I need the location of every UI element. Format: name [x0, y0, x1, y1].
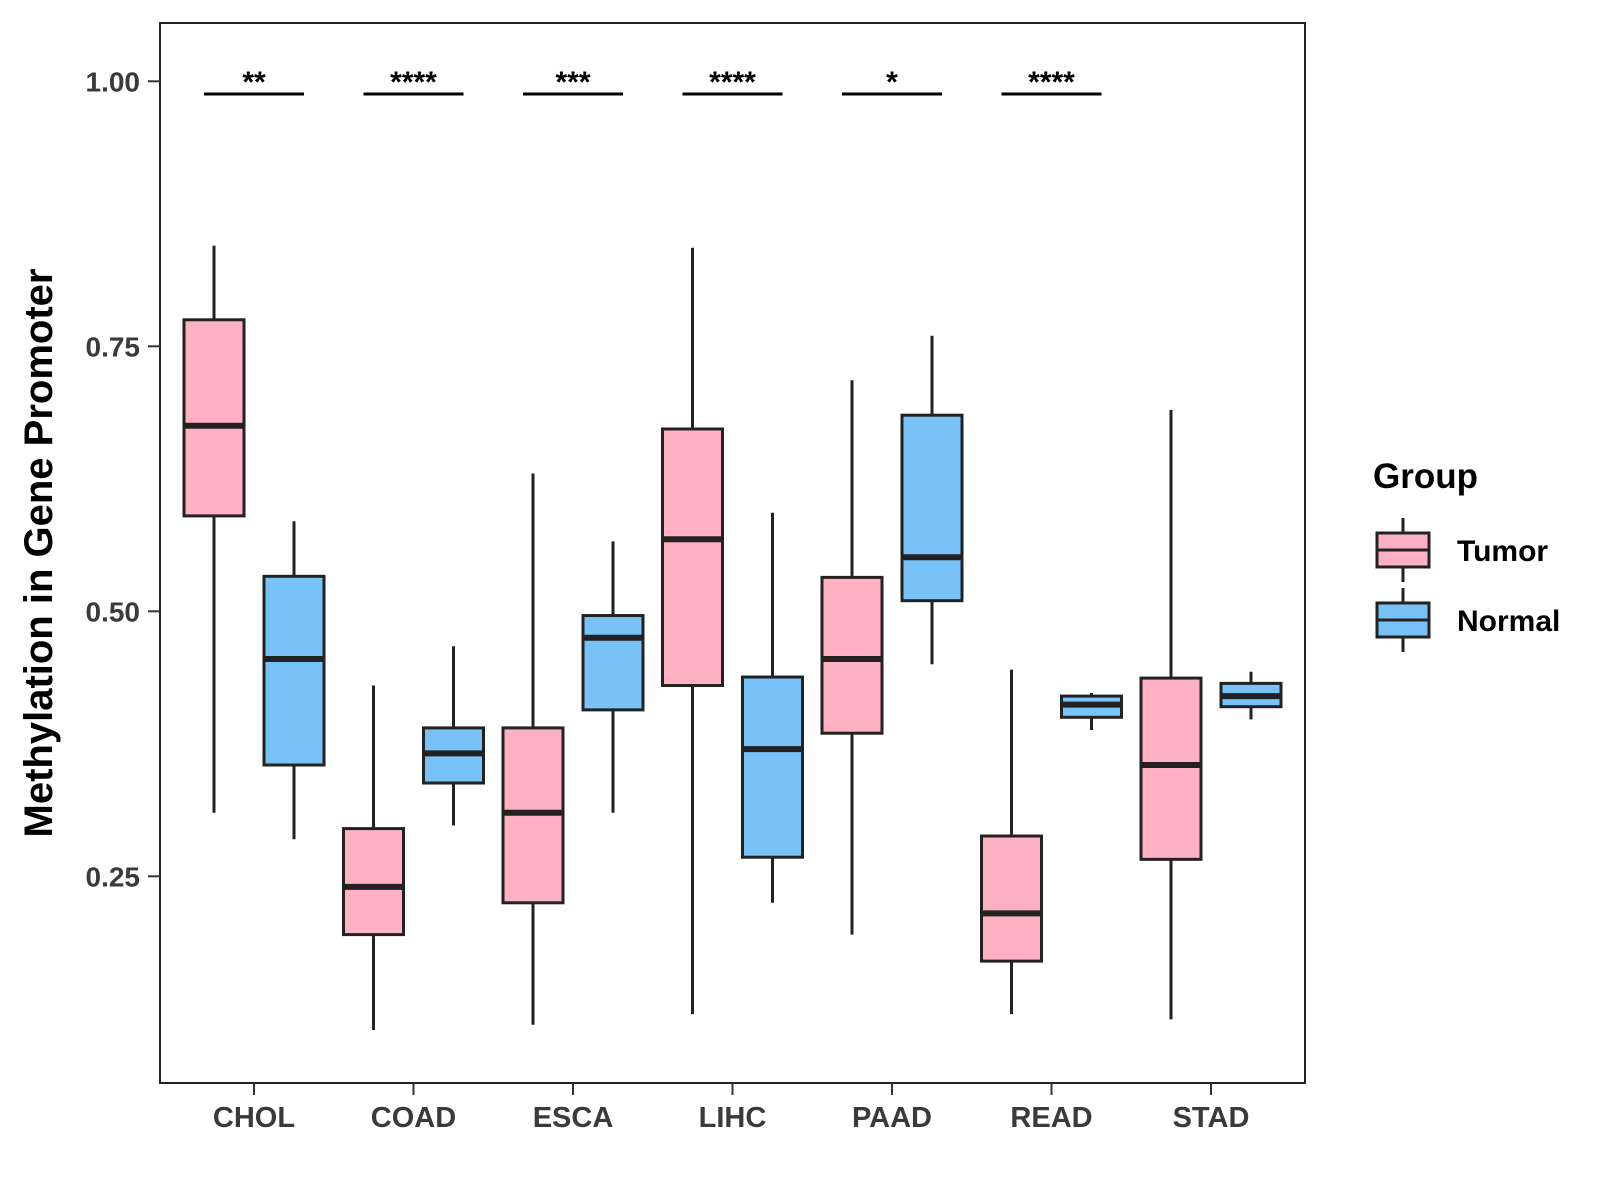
x-tick-label: STAD: [1173, 1102, 1250, 1134]
box-tumor-lihc: [661, 247, 724, 1015]
box-body: [900, 413, 964, 603]
legend-label: Normal: [1457, 605, 1560, 638]
significance-label: **: [242, 66, 266, 99]
box-body: [342, 827, 405, 937]
box-normal-coad: [422, 646, 485, 826]
box-body: [262, 574, 326, 767]
box-tumor-paad: [820, 380, 884, 935]
x-tick-label: READ: [1010, 1102, 1092, 1134]
significance-label: ****: [1028, 66, 1075, 99]
y-axis: 0.25 0.50 0.75 1.00: [86, 66, 160, 892]
box-body: [980, 834, 1043, 963]
box-normal-chol: [262, 521, 326, 840]
x-tick-label: COAD: [371, 1102, 456, 1134]
box-normal-read: [1060, 692, 1123, 731]
box-tumor-stad: [1139, 409, 1203, 1020]
significance-annotations: ** **** *** **** * ****: [204, 66, 1102, 99]
x-tick-label: LIHC: [699, 1102, 767, 1134]
legend-label: Tumor: [1457, 535, 1548, 568]
x-tick-label: ESCA: [533, 1102, 614, 1134]
y-tick-label: 1.00: [86, 66, 141, 97]
y-tick-label: 0.25: [86, 861, 141, 892]
plot-panel: [159, 22, 1306, 1084]
box-tumor-read: [980, 669, 1043, 1015]
box-normal-esca: [581, 541, 645, 813]
box-body: [741, 675, 804, 859]
legend-title: Group: [1373, 457, 1478, 496]
box-tumor-esca: [501, 473, 565, 1025]
box-tumor-coad: [342, 685, 405, 1030]
legend-entry-normal: Normal: [1375, 588, 1560, 652]
box-normal-stad: [1219, 671, 1283, 720]
y-tick-label: 0.50: [86, 596, 141, 627]
significance-label: *: [886, 66, 898, 99]
legend-entry-tumor: Tumor: [1375, 518, 1548, 582]
legend: Group Tumor Normal: [1373, 457, 1560, 652]
box-body: [661, 427, 724, 687]
significance-label: ****: [390, 66, 437, 99]
y-tick-label: 0.75: [86, 331, 141, 362]
x-tick-label: PAAD: [852, 1102, 932, 1134]
y-axis-title: Methylation in Gene Promoter: [17, 269, 61, 838]
box-body: [581, 614, 645, 712]
box-body: [820, 575, 884, 735]
significance-label: ****: [709, 66, 756, 99]
box-series: [182, 245, 1283, 1030]
box-body: [1139, 676, 1203, 861]
box-body: [182, 318, 246, 518]
x-tick-label: CHOL: [213, 1102, 295, 1134]
box-normal-lihc: [741, 512, 804, 903]
box-normal-paad: [900, 335, 964, 665]
significance-label: ***: [555, 66, 590, 99]
box-tumor-chol: [182, 245, 246, 813]
x-axis: CHOL COAD ESCA LIHC PAAD READ STAD: [213, 1083, 1249, 1134]
